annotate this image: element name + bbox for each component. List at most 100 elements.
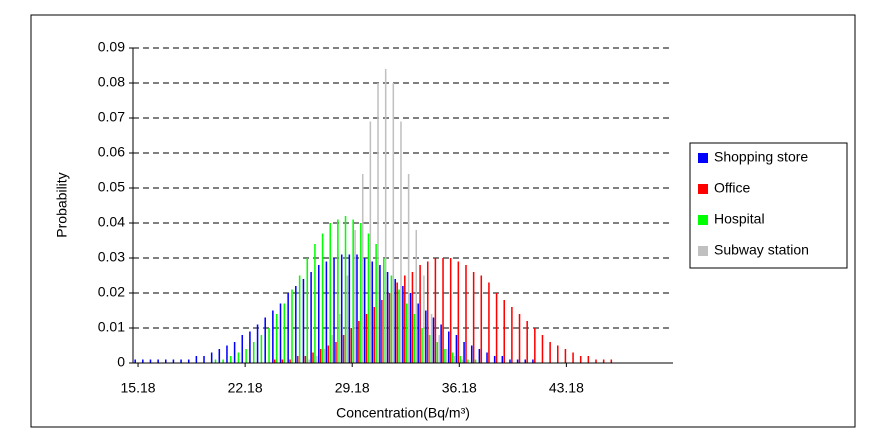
- bar: [459, 356, 462, 363]
- bar: [321, 233, 324, 363]
- legend-swatch: [698, 153, 708, 163]
- y-tick-label: 0.02: [98, 284, 125, 300]
- bar: [382, 258, 385, 363]
- bar: [516, 359, 519, 363]
- bar: [394, 279, 397, 363]
- bar: [478, 349, 481, 363]
- bar: [317, 265, 320, 363]
- bar: [379, 265, 381, 363]
- bar: [470, 345, 473, 363]
- bar: [363, 258, 366, 363]
- bar: [602, 359, 605, 363]
- bar: [381, 300, 383, 363]
- bar: [323, 349, 326, 363]
- bar: [268, 328, 270, 363]
- bar: [480, 275, 483, 363]
- bar: [432, 317, 435, 363]
- bar: [405, 303, 408, 363]
- bar: [358, 321, 360, 363]
- bar: [434, 258, 437, 363]
- legend-label: Subway station: [714, 242, 809, 258]
- bar: [337, 219, 339, 363]
- bar: [413, 314, 416, 363]
- bar: [595, 359, 597, 363]
- bar: [549, 342, 551, 363]
- bar: [230, 356, 232, 363]
- bar: [446, 349, 448, 363]
- y-tick-label: 0.06: [98, 144, 125, 160]
- x-axis-label: Concentration(Bq/m³): [336, 405, 470, 421]
- legend-box: [689, 142, 848, 269]
- bar: [222, 359, 224, 363]
- bar: [319, 349, 322, 363]
- legend-label: Office: [714, 180, 751, 196]
- bar: [331, 335, 333, 363]
- legend-swatch: [698, 215, 708, 225]
- bar: [252, 342, 255, 363]
- bar: [438, 335, 440, 363]
- bar: [402, 286, 404, 363]
- bar: [442, 258, 444, 363]
- bar: [281, 359, 284, 363]
- bar: [579, 356, 582, 363]
- y-tick-label: 0.07: [98, 109, 125, 125]
- bar: [534, 328, 536, 363]
- legend-swatch: [698, 184, 708, 194]
- bar: [461, 359, 463, 363]
- bar: [272, 310, 274, 363]
- bar: [444, 349, 446, 363]
- bar: [457, 261, 460, 363]
- bar: [371, 261, 374, 363]
- bar: [360, 223, 362, 363]
- x-tick-label: 29.18: [335, 380, 370, 396]
- bar: [425, 310, 427, 363]
- bar: [404, 275, 406, 363]
- bar: [436, 342, 439, 363]
- y-tick-label: 0.08: [98, 74, 125, 90]
- bar: [463, 342, 465, 363]
- bar: [373, 307, 375, 363]
- bar: [187, 359, 190, 363]
- bar: [195, 356, 198, 363]
- bar: [142, 359, 144, 363]
- y-tick-label: 0.05: [98, 179, 125, 195]
- bar: [316, 356, 318, 363]
- bar: [314, 244, 316, 363]
- bar: [327, 345, 330, 363]
- bar: [308, 359, 310, 363]
- bar: [415, 230, 418, 363]
- bar: [409, 293, 412, 363]
- bar: [361, 174, 364, 363]
- bar: [226, 345, 228, 363]
- y-tick-label: 0.04: [98, 214, 125, 230]
- bar: [472, 272, 475, 363]
- bar: [339, 314, 341, 363]
- bar: [541, 335, 544, 363]
- bar: [495, 293, 498, 363]
- legend-swatch: [698, 246, 708, 256]
- bar: [356, 254, 358, 363]
- bar: [407, 174, 410, 363]
- bar: [501, 356, 504, 363]
- bar: [524, 359, 527, 363]
- bar: [354, 230, 356, 363]
- bar: [440, 324, 442, 363]
- bar: [304, 356, 307, 363]
- x-tick-label: 43.18: [549, 380, 584, 396]
- bar: [335, 342, 337, 363]
- bar: [518, 314, 521, 363]
- bar: [350, 328, 353, 363]
- bar: [245, 349, 247, 363]
- bar: [279, 303, 282, 363]
- bar: [384, 69, 387, 363]
- bar: [346, 275, 349, 363]
- bar: [488, 282, 490, 363]
- bar: [392, 83, 395, 363]
- bar: [423, 275, 425, 363]
- legend-label: Hospital: [714, 211, 765, 227]
- bar: [390, 275, 393, 363]
- bar: [610, 359, 613, 363]
- bar: [365, 314, 368, 363]
- bar: [455, 335, 458, 363]
